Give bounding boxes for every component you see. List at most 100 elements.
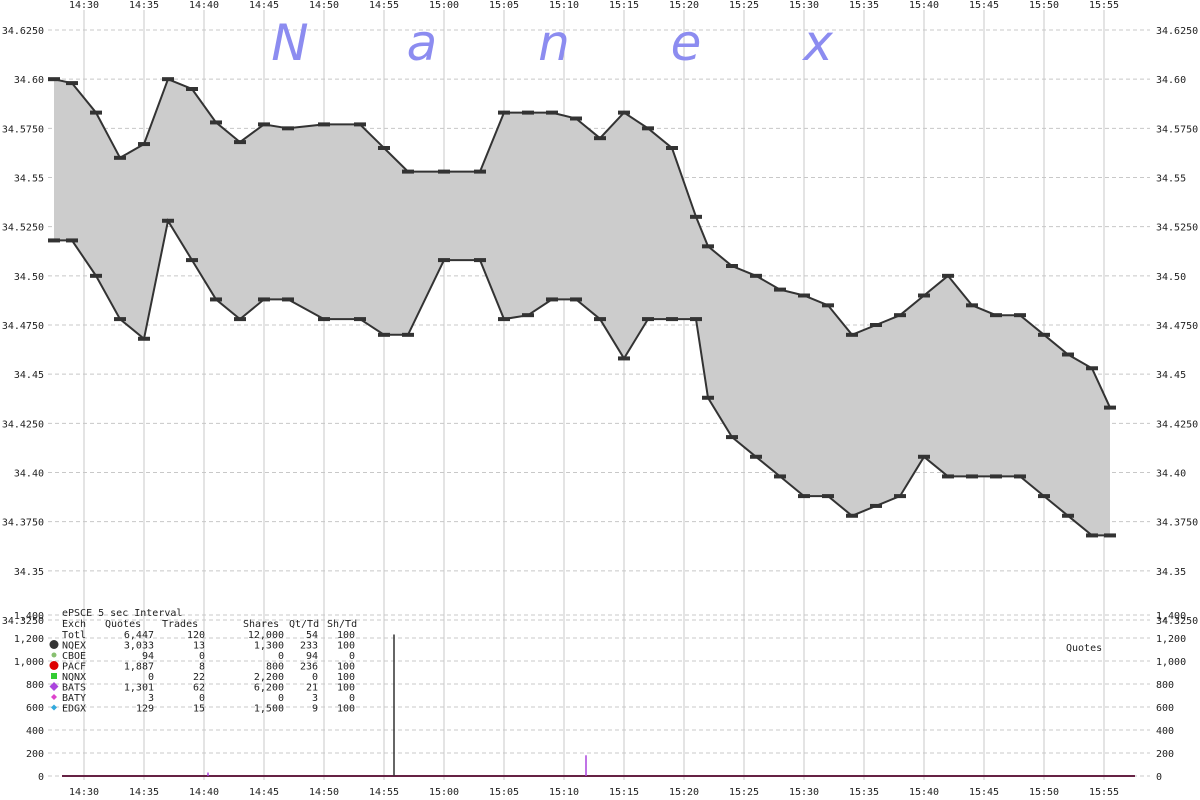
series-point	[318, 122, 330, 127]
series-point	[66, 238, 78, 243]
series-point	[186, 258, 198, 263]
stats-cell: 1,500	[254, 704, 284, 715]
series-point	[1014, 474, 1026, 479]
series-point	[354, 317, 366, 322]
series-point	[546, 297, 558, 302]
stats-header: Quotes	[105, 619, 141, 630]
legend-marker	[51, 704, 57, 711]
price-tick-label-right: 34.6250	[1156, 26, 1198, 37]
price-tick-label-right: 34.50	[1156, 272, 1186, 283]
x-tick-label-top: 15:35	[849, 0, 879, 11]
series-point	[666, 146, 678, 150]
stats-cell: 2,200	[254, 672, 284, 683]
series-point	[990, 474, 1002, 479]
series-point	[594, 136, 606, 141]
series-point	[618, 110, 630, 115]
stats-cell: 21	[306, 683, 318, 694]
stats-cell: 100	[337, 630, 355, 641]
series-point	[846, 332, 858, 337]
stats-cell: 6,200	[254, 683, 284, 694]
quote-band-area	[54, 79, 1110, 536]
series-point	[702, 244, 714, 249]
stats-header: Qt/Td	[289, 619, 319, 630]
volume-tick-label-right: 800	[1156, 680, 1174, 691]
series-point	[258, 297, 270, 302]
watermark-letter: n	[538, 14, 570, 72]
volume-tick-label-left: 1,200	[14, 634, 44, 645]
stats-cell: 1,887	[124, 662, 154, 673]
stats-cell: 0	[199, 693, 205, 704]
x-tick-label-top: 15:10	[549, 0, 579, 11]
series-point	[846, 513, 858, 518]
stats-header: Shares	[243, 619, 279, 630]
series-point	[48, 77, 60, 82]
price-tick-label-right: 34.35	[1156, 567, 1186, 578]
stats-title: ePSCE 5 sec Interval	[62, 608, 182, 619]
volume-tick-label-left: 200	[26, 749, 44, 760]
series-point	[474, 169, 486, 174]
price-tick-label-left: 34.55	[14, 174, 44, 185]
series-point	[114, 317, 126, 322]
x-tick-label-top: 15:55	[1089, 0, 1119, 11]
stats-cell: 0	[278, 651, 284, 662]
legend-marker	[51, 652, 57, 658]
x-tick-label-top: 14:35	[129, 0, 159, 11]
series-point	[138, 336, 150, 341]
x-tick-label-top: 15:45	[969, 0, 999, 11]
legend-marker	[49, 661, 59, 670]
series-point	[774, 287, 786, 292]
price-tick-label-left: 34.3750	[2, 518, 44, 529]
x-tick-label-bottom: 15:15	[609, 787, 639, 798]
stats-cell: 3	[148, 693, 154, 704]
series-point	[750, 454, 762, 459]
price-tick-label-right: 34.3250	[1156, 616, 1198, 627]
x-tick-label-bottom: 14:40	[189, 787, 219, 798]
price-tick-label-left: 34.5250	[2, 223, 44, 234]
stats-header: Exch	[62, 619, 86, 630]
price-tick-label-right: 34.4750	[1156, 321, 1198, 332]
series-point	[918, 454, 930, 459]
series-point	[966, 303, 978, 308]
stats-cell: 100	[337, 704, 355, 715]
stats-cell: 22	[193, 672, 205, 683]
series-point	[594, 317, 606, 322]
series-point	[258, 122, 270, 127]
price-tick-label-right: 34.60	[1156, 75, 1186, 86]
series-point	[378, 146, 390, 150]
volume-tick-label-right: 400	[1156, 726, 1174, 737]
stats-cell: 120	[187, 630, 205, 641]
series-point	[438, 258, 450, 263]
series-point	[1104, 533, 1116, 538]
series-point	[1014, 313, 1026, 318]
stats-cell: 100	[337, 662, 355, 673]
stats-cell: 800	[266, 662, 284, 673]
series-point	[1062, 352, 1074, 357]
x-tick-label-bottom: 14:50	[309, 787, 339, 798]
price-tick-label-right: 34.3750	[1156, 518, 1198, 529]
series-point	[498, 317, 510, 322]
price-tick-label-right: 34.45	[1156, 370, 1186, 381]
series-point	[942, 474, 954, 479]
series-point	[186, 87, 198, 91]
stats-cell: 0	[349, 693, 355, 704]
price-tick-label-left: 34.4750	[2, 321, 44, 332]
price-tick-label-left: 34.45	[14, 370, 44, 381]
x-tick-label-bottom: 14:30	[69, 787, 99, 798]
stats-cell: NQNX	[62, 672, 86, 683]
series-point	[234, 140, 246, 145]
series-point	[546, 110, 558, 115]
x-tick-label-top: 15:40	[909, 0, 939, 11]
stats-cell: 94	[306, 651, 318, 662]
volume-axis-label: Quotes	[1066, 643, 1102, 654]
series-point	[378, 332, 390, 337]
series-point	[318, 317, 330, 322]
x-tick-label-top: 14:40	[189, 0, 219, 11]
x-tick-label-bottom: 15:45	[969, 787, 999, 798]
series-point	[1104, 405, 1116, 410]
series-point	[138, 142, 150, 147]
price-tick-label-right: 34.5750	[1156, 124, 1198, 135]
x-tick-label-top: 15:30	[789, 0, 819, 11]
series-point	[234, 317, 246, 322]
stats-cell: 233	[300, 641, 318, 652]
